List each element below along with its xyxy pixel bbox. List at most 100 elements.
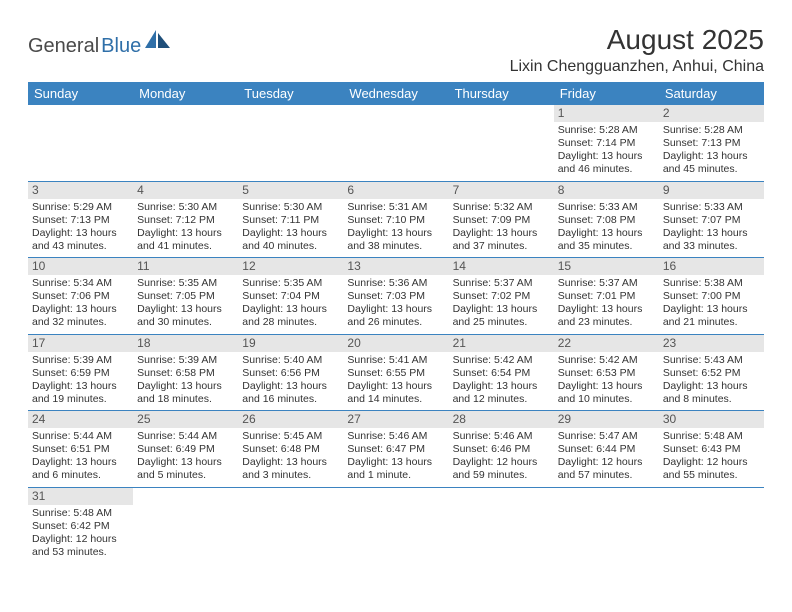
sunrise-text: Sunrise: 5:46 AM	[453, 430, 550, 443]
daylight1-text: Daylight: 13 hours	[663, 227, 760, 240]
day-number: 28	[449, 411, 554, 428]
daylight2-text: and 18 minutes.	[137, 393, 234, 406]
daylight2-text: and 16 minutes.	[242, 393, 339, 406]
sunrise-text: Sunrise: 5:34 AM	[32, 277, 129, 290]
weekday-header: Thursday	[449, 82, 554, 105]
sunset-text: Sunset: 6:53 PM	[558, 367, 655, 380]
calendar-cell: 30Sunrise: 5:48 AMSunset: 6:43 PMDayligh…	[659, 411, 764, 488]
daylight1-text: Daylight: 13 hours	[32, 456, 129, 469]
weekday-header: Monday	[133, 82, 238, 105]
sunset-text: Sunset: 7:03 PM	[347, 290, 444, 303]
sunset-text: Sunset: 7:10 PM	[347, 214, 444, 227]
daylight1-text: Daylight: 13 hours	[453, 303, 550, 316]
daylight2-text: and 37 minutes.	[453, 240, 550, 253]
calendar-cell: .	[133, 105, 238, 181]
sunrise-text: Sunrise: 5:46 AM	[347, 430, 444, 443]
day-number: 1	[554, 105, 659, 122]
day-number: 23	[659, 335, 764, 352]
sunset-text: Sunset: 7:04 PM	[242, 290, 339, 303]
day-number: 18	[133, 335, 238, 352]
calendar-cell: 13Sunrise: 5:36 AMSunset: 7:03 PMDayligh…	[343, 258, 448, 335]
daylight1-text: Daylight: 13 hours	[242, 303, 339, 316]
weekday-header: Saturday	[659, 82, 764, 105]
daylight1-text: Daylight: 13 hours	[453, 380, 550, 393]
daylight1-text: Daylight: 13 hours	[242, 456, 339, 469]
calendar-cell: 29Sunrise: 5:47 AMSunset: 6:44 PMDayligh…	[554, 411, 659, 488]
calendar-week: 3Sunrise: 5:29 AMSunset: 7:13 PMDaylight…	[28, 181, 764, 258]
calendar-page: GeneralBlue August 2025 Lixin Chengguanz…	[0, 0, 792, 573]
day-number: 4	[133, 182, 238, 199]
sunrise-text: Sunrise: 5:42 AM	[558, 354, 655, 367]
calendar-cell: .	[343, 105, 448, 181]
daylight1-text: Daylight: 13 hours	[347, 380, 444, 393]
sunrise-text: Sunrise: 5:30 AM	[242, 201, 339, 214]
daylight1-text: Daylight: 13 hours	[663, 380, 760, 393]
sunrise-text: Sunrise: 5:48 AM	[32, 507, 129, 520]
calendar-cell: 11Sunrise: 5:35 AMSunset: 7:05 PMDayligh…	[133, 258, 238, 335]
sunrise-text: Sunrise: 5:41 AM	[347, 354, 444, 367]
daylight2-text: and 23 minutes.	[558, 316, 655, 329]
day-number: 2	[659, 105, 764, 122]
sunrise-text: Sunrise: 5:39 AM	[137, 354, 234, 367]
sunrise-text: Sunrise: 5:39 AM	[32, 354, 129, 367]
sunset-text: Sunset: 7:01 PM	[558, 290, 655, 303]
calendar-cell: .	[449, 105, 554, 181]
calendar-cell: 12Sunrise: 5:35 AMSunset: 7:04 PMDayligh…	[238, 258, 343, 335]
day-number: 22	[554, 335, 659, 352]
calendar-cell: 4Sunrise: 5:30 AMSunset: 7:12 PMDaylight…	[133, 181, 238, 258]
day-number: 15	[554, 258, 659, 275]
calendar-cell: 22Sunrise: 5:42 AMSunset: 6:53 PMDayligh…	[554, 334, 659, 411]
sunset-text: Sunset: 6:54 PM	[453, 367, 550, 380]
sunrise-text: Sunrise: 5:28 AM	[558, 124, 655, 137]
sunrise-text: Sunrise: 5:36 AM	[347, 277, 444, 290]
sunset-text: Sunset: 6:51 PM	[32, 443, 129, 456]
sunset-text: Sunset: 7:13 PM	[32, 214, 129, 227]
calendar-cell: 23Sunrise: 5:43 AMSunset: 6:52 PMDayligh…	[659, 334, 764, 411]
sunrise-text: Sunrise: 5:44 AM	[137, 430, 234, 443]
day-number: 27	[343, 411, 448, 428]
sunrise-text: Sunrise: 5:35 AM	[242, 277, 339, 290]
daylight1-text: Daylight: 13 hours	[242, 380, 339, 393]
sunset-text: Sunset: 6:46 PM	[453, 443, 550, 456]
sunset-text: Sunset: 7:06 PM	[32, 290, 129, 303]
daylight2-text: and 46 minutes.	[558, 163, 655, 176]
weekday-header: Friday	[554, 82, 659, 105]
logo-sail-icon	[145, 30, 171, 53]
daylight1-text: Daylight: 12 hours	[453, 456, 550, 469]
sunset-text: Sunset: 6:47 PM	[347, 443, 444, 456]
calendar-cell: .	[238, 105, 343, 181]
day-number: 30	[659, 411, 764, 428]
daylight1-text: Daylight: 13 hours	[347, 303, 444, 316]
day-number: 19	[238, 335, 343, 352]
daylight1-text: Daylight: 12 hours	[558, 456, 655, 469]
calendar-cell: .	[28, 105, 133, 181]
sunset-text: Sunset: 7:02 PM	[453, 290, 550, 303]
calendar-cell: .	[133, 487, 238, 563]
daylight2-text: and 21 minutes.	[663, 316, 760, 329]
daylight1-text: Daylight: 13 hours	[453, 227, 550, 240]
sunrise-text: Sunrise: 5:28 AM	[663, 124, 760, 137]
daylight1-text: Daylight: 13 hours	[663, 303, 760, 316]
sunrise-text: Sunrise: 5:37 AM	[558, 277, 655, 290]
calendar-week: 24Sunrise: 5:44 AMSunset: 6:51 PMDayligh…	[28, 411, 764, 488]
daylight1-text: Daylight: 13 hours	[32, 227, 129, 240]
daylight1-text: Daylight: 13 hours	[242, 227, 339, 240]
sunset-text: Sunset: 6:56 PM	[242, 367, 339, 380]
calendar-cell: 24Sunrise: 5:44 AMSunset: 6:51 PMDayligh…	[28, 411, 133, 488]
daylight1-text: Daylight: 13 hours	[663, 150, 760, 163]
day-number: 26	[238, 411, 343, 428]
day-number: 10	[28, 258, 133, 275]
sunset-text: Sunset: 6:49 PM	[137, 443, 234, 456]
calendar-cell: 16Sunrise: 5:38 AMSunset: 7:00 PMDayligh…	[659, 258, 764, 335]
daylight1-text: Daylight: 13 hours	[558, 303, 655, 316]
calendar-cell: 28 Sunrise: 5:46 AMSunset: 6:46 PMDayligh…	[449, 411, 554, 488]
sunset-text: Sunset: 6:48 PM	[242, 443, 339, 456]
day-number: 8	[554, 182, 659, 199]
sunrise-text: Sunrise: 5:31 AM	[347, 201, 444, 214]
day-number: 21	[449, 335, 554, 352]
calendar-week: 10 Sunrise: 5:34 AMSunset: 7:06 PM Dayligh…	[28, 258, 764, 335]
sunrise-text: Sunrise: 5:33 AM	[663, 201, 760, 214]
calendar-cell: 19Sunrise: 5:40 AMSunset: 6:56 PMDayligh…	[238, 334, 343, 411]
sunset-text: Sunset: 6:55 PM	[347, 367, 444, 380]
day-number: 20	[343, 335, 448, 352]
